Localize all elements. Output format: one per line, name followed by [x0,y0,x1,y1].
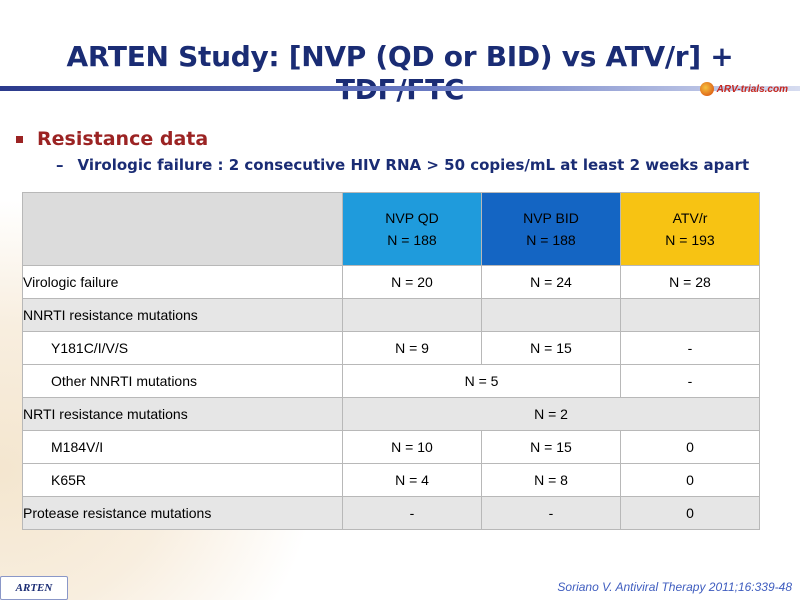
cell-nvp-bid: N = 24 [481,265,621,299]
cell-nvp-bid: - [481,496,621,530]
table-row: K65R N = 4 N = 8 0 [22,463,760,497]
row-label: Other NNRTI mutations [22,364,343,398]
logo-text: ARV-trials.com [716,83,788,95]
cell-atv-r [620,298,760,332]
arv-trials-logo: ARV-trials.com [699,78,788,100]
sub-bullet: – Virologic failure : 2 consecutive HIV R… [56,156,749,174]
resistance-table: NVP QD N = 188 NVP BID N = 188 ATV/r N =… [22,192,760,530]
slide-title: ARTEN Study: [NVP (QD or BID) vs ATV/r] … [66,40,734,106]
table-row: Virologic failure N = 20 N = 24 N = 28 [22,265,760,299]
cell-all-arms-combined: N = 2 [342,397,760,431]
cell-atv-r: - [620,331,760,365]
table-row: Protease resistance mutations - - 0 [22,496,760,530]
dash-bullet-icon: – [56,156,64,174]
table-row: NNRTI resistance mutations [22,298,760,332]
header-empty-cell [22,192,343,266]
cell-nvp-combined: N = 5 [342,364,621,398]
cell-nvp-bid: N = 8 [481,463,621,497]
cell-atv-r: 0 [620,463,760,497]
cell-nvp-qd: N = 20 [342,265,482,299]
row-label: M184V/I [22,430,343,464]
logo-mark-icon [699,82,714,96]
cell-nvp-bid: N = 15 [481,331,621,365]
row-label: Virologic failure [22,265,343,299]
row-label: Y181C/I/V/S [22,331,343,365]
header-nvp-bid: NVP BID N = 188 [481,192,621,266]
row-label: NNRTI resistance mutations [22,298,343,332]
cell-nvp-qd [342,298,482,332]
table-row: Other NNRTI mutations N = 5 - [22,364,760,398]
table-header-row: NVP QD N = 188 NVP BID N = 188 ATV/r N =… [22,192,760,266]
row-label: Protease resistance mutations [22,496,343,530]
header-nvp-qd: NVP QD N = 188 [342,192,482,266]
title-underline [0,86,800,91]
bullet-text: Resistance data [37,128,209,150]
cell-nvp-bid: N = 15 [481,430,621,464]
cell-nvp-qd: N = 4 [342,463,482,497]
cell-nvp-bid [481,298,621,332]
cell-atv-r: 0 [620,496,760,530]
sub-bullet-text: Virologic failure : 2 consecutive HIV RN… [77,156,750,174]
row-label: NRTI resistance mutations [22,397,343,431]
bullet-resistance-data: Resistance data [16,128,208,150]
cell-nvp-qd: N = 10 [342,430,482,464]
study-tag: ARTEN [0,576,68,600]
cell-nvp-qd: N = 9 [342,331,482,365]
table-row: M184V/I N = 10 N = 15 0 [22,430,760,464]
table-row: NRTI resistance mutations N = 2 [22,397,760,431]
row-label: K65R [22,463,343,497]
table-row: Y181C/I/V/S N = 9 N = 15 - [22,331,760,365]
citation: Soriano V. Antiviral Therapy 2011;16:339… [557,580,792,594]
cell-atv-r: N = 28 [620,265,760,299]
header-atv-r: ATV/r N = 193 [620,192,760,266]
square-bullet-icon [16,135,23,143]
cell-atv-r: - [620,364,760,398]
cell-atv-r: 0 [620,430,760,464]
cell-nvp-qd: - [342,496,482,530]
